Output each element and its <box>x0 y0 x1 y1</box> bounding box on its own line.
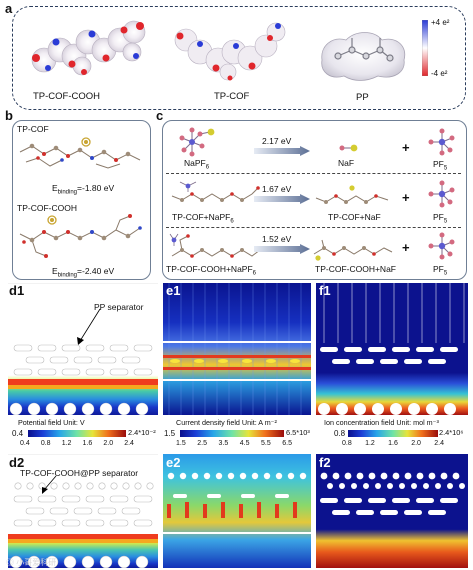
tick: 3.5 <box>218 440 229 447</box>
c-row2-energy: 1.67 eV <box>262 184 292 194</box>
tick: 1.5 <box>176 440 186 447</box>
cbar-ion-min: 0.8 <box>334 429 346 438</box>
esp-scale-min: -4 e² <box>431 69 448 78</box>
watermark: ◎ 小哥爱科研 <box>6 558 57 567</box>
d2-note: TP-COF-COOH@PP separator <box>20 468 139 478</box>
c-row2-product: TP-COF+NaF <box>328 212 381 222</box>
panel-b-frame <box>12 120 151 280</box>
d1-note: PP separator <box>94 302 144 312</box>
esp-map-tp-cof-cooh <box>31 20 146 76</box>
cbar-potential-title: Potential field Unit: V <box>18 418 85 427</box>
binding-structure-tp-cof-cooh <box>19 214 142 258</box>
tick: 1.2 <box>365 440 375 447</box>
c-row3-reactant: TP-COF-COOH+NaPF6 <box>166 264 256 277</box>
tick: 2.4 <box>434 440 444 447</box>
cbar-potential-min: 0.4 <box>12 429 24 438</box>
cbar-current-max: 6.5*10³ <box>286 428 310 437</box>
tick: 1.2 <box>61 440 72 447</box>
cbar-current-title: Current density field Unit: A m⁻² <box>176 418 277 427</box>
panel-c-frame <box>162 120 467 280</box>
tick: 2.0 <box>103 440 114 447</box>
esp-colorbar <box>422 20 428 76</box>
tp-cof-cooh-naf-structure <box>313 239 393 261</box>
pf5-molecule-row3 <box>428 232 455 260</box>
tick: 0.4 <box>20 440 30 447</box>
cbar-potential-max: 2.4*10⁻² <box>128 428 156 437</box>
c-divider-1 <box>166 173 461 174</box>
panel-e1-letter: e1 <box>166 283 181 298</box>
c-row1-product: NaF <box>338 158 355 168</box>
label-pp: PP <box>356 92 369 103</box>
tick: 0.8 <box>342 440 352 447</box>
tp-cof-napf6-structure <box>171 181 260 202</box>
tick: 2.4 <box>124 440 134 447</box>
tp-cof-naf-structure <box>315 185 389 204</box>
c-row3-energy: 1.52 eV <box>262 234 292 244</box>
tick: 5.5 <box>261 440 271 447</box>
panel-e2-letter: e2 <box>166 455 181 470</box>
panel-c-letter: c <box>156 108 164 123</box>
sim-e1-current-density-pp <box>163 283 311 415</box>
c-row1-arrow <box>254 146 310 156</box>
cbar-current-ticks: 1.5 2.5 3.5 4.5 5.5 6.5 <box>176 440 292 447</box>
sim-f2-ion-concentration-cof-pp <box>316 454 468 568</box>
panel-a-frame <box>12 6 466 110</box>
c-row1-plus: + <box>402 140 410 155</box>
panel-b-letter: b <box>5 108 13 123</box>
c-row3-product: TP-COF-COOH+NaF <box>315 264 396 274</box>
naf-molecule <box>339 144 358 152</box>
panel-f2-letter: f2 <box>319 455 331 470</box>
c-row1-energy: 2.17 eV <box>262 136 292 146</box>
tick: 4.5 <box>239 440 250 447</box>
c-row2-arrow <box>254 194 310 204</box>
tick: 2.0 <box>411 440 421 447</box>
tick: 1.6 <box>388 440 398 447</box>
c-row2-reactant: TP-COF+NaPF6 <box>172 212 234 225</box>
tick: 2.5 <box>197 440 207 447</box>
panel-f1-letter: f1 <box>319 283 331 298</box>
panel-b-tp-cof-cooh-title: TP-COF-COOH <box>17 203 77 213</box>
sim-e2-current-density-cof-pp <box>163 454 311 568</box>
cbar-current-min: 1.5 <box>164 429 176 438</box>
c-divider-2 <box>166 227 461 228</box>
c-row3-plus: + <box>402 240 410 255</box>
esp-map-tp-cof <box>174 22 286 81</box>
tick: 1.6 <box>82 440 93 447</box>
cbar-ion <box>348 430 438 437</box>
cbar-current <box>180 430 284 437</box>
panel-b-tp-cof-cooh-energy: Ebinding=-2.40 eV <box>52 266 115 279</box>
c-row3-side: PF5 <box>433 264 448 277</box>
sim-f1-ion-concentration-pp <box>316 283 468 415</box>
label-tp-cof: TP-COF <box>214 91 250 102</box>
label-tp-cof-cooh: TP-COF-COOH <box>33 91 101 102</box>
panel-d2-letter: d2 <box>9 455 25 470</box>
pf5-molecule-row1 <box>428 128 455 156</box>
cbar-ion-title: Ion concentration field Unit: mol m⁻³ <box>324 418 439 427</box>
c-row3-arrow <box>254 244 310 254</box>
tick: 0.8 <box>40 440 51 447</box>
cbar-ion-max: 2.4*10⁶ <box>439 428 464 437</box>
cbar-potential <box>28 430 126 437</box>
sim-d1-potential-pp <box>8 283 158 415</box>
tp-cof-cooh-napf6-structure <box>169 233 261 258</box>
c-row1-reactant: NaPF6 <box>184 158 210 171</box>
esp-scale-max: +4 e² <box>431 18 450 27</box>
c-row2-side: PF5 <box>433 212 448 225</box>
c-row2-plus: + <box>402 190 410 205</box>
pf5-molecule-row2 <box>428 180 455 208</box>
panel-b-tp-cof-title: TP-COF <box>17 124 49 134</box>
c-row1-side: PF5 <box>433 159 448 172</box>
panel-b-tp-cof-energy: Ebinding=-1.80 eV <box>52 183 115 196</box>
panel-a-letter: a <box>5 1 13 16</box>
panel-d1-letter: d1 <box>9 283 25 298</box>
napf6-molecule <box>179 127 215 157</box>
binding-structure-tp-cof <box>19 137 141 169</box>
sim-d2-potential-cof-pp <box>8 454 158 568</box>
tick: 6.5 <box>282 440 292 447</box>
esp-map-pp <box>321 32 406 81</box>
cbar-ion-ticks: 0.8 1.2 1.6 2.0 2.4 <box>342 440 444 447</box>
cbar-potential-ticks: 0.4 0.8 1.2 1.6 2.0 2.4 <box>20 440 134 447</box>
